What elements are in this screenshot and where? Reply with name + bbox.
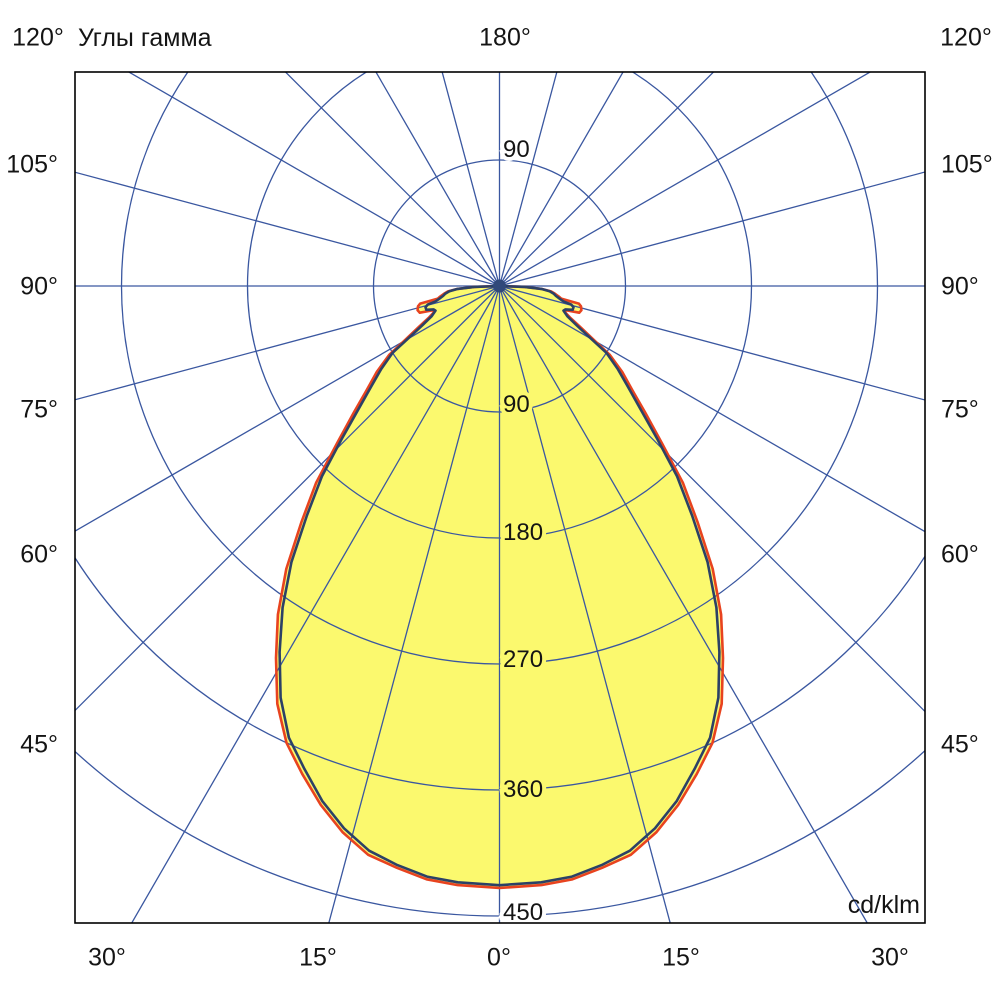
gamma-ray [498,285,671,923]
gamma-angle-label-left: 90° [20,272,58,301]
radial-tick-label: 450 [503,899,543,926]
plot-border [74,71,926,924]
radial-circle [120,72,879,665]
gamma-angle-label-right: 75° [941,395,979,424]
radial-circle [246,72,753,539]
gamma-angle-label-left: 75° [20,395,58,424]
radial-circle [75,554,925,791]
gamma-angle-label-left: 45° [20,730,58,759]
radial-circle [75,749,925,917]
radial-tick-label: 270 [503,646,543,673]
gamma-ray [499,72,715,287]
gamma-ray [375,72,501,287]
gamma-angle-label-left: 60° [20,540,58,569]
gamma-ray [499,285,925,401]
gamma-ray [499,285,925,533]
gamma-angle-label-top: 180° [479,23,531,52]
gamma-ray [328,285,501,923]
gamma-ray [499,171,925,287]
gamma-ray [130,285,501,923]
gamma-angle-label-right: 90° [941,272,979,301]
gamma-angle-label-bottom: 15° [662,943,700,972]
gamma-angle-label-bottom: 30° [871,943,909,972]
gamma-ray [284,72,500,287]
radial-tick-label: 90 [503,391,530,418]
gamma-ray [75,171,500,287]
radial-tick-label: 180 [503,519,543,546]
gamma-angle-label-right: 105° [941,150,993,179]
gamma-ray [498,285,869,923]
gamma-angle-label-right: 60° [941,540,979,569]
gamma-angle-label-bottom: 30° [88,943,126,972]
radial-tick-label: 90 [503,136,530,163]
gamma-angle-label-right: 45° [941,730,979,759]
gamma-angle-label-bottom: 0° [487,943,511,972]
curve-c90-270 [278,284,721,887]
radial-tick-label: 360 [503,776,543,803]
gamma-ray [498,72,558,287]
gamma-ray [441,72,501,287]
gamma-ray [75,285,500,401]
gamma-angle-label-bottom: 15° [299,943,337,972]
polar-origin-hub [493,279,506,293]
gamma-ray [498,72,624,287]
radial-circle [372,159,627,413]
gamma-ray [127,72,500,287]
gamma-ray [75,285,500,532]
gamma-angle-label-top: 120° [12,23,64,52]
gamma-angle-label-top: 120° [940,23,992,52]
gamma-ray [499,72,872,287]
gamma-angle-label-left: 105° [6,150,58,179]
gamma-ray [499,285,925,713]
unit-label: cd/klm [847,891,920,919]
chart-title: Углы гамма [78,24,212,52]
